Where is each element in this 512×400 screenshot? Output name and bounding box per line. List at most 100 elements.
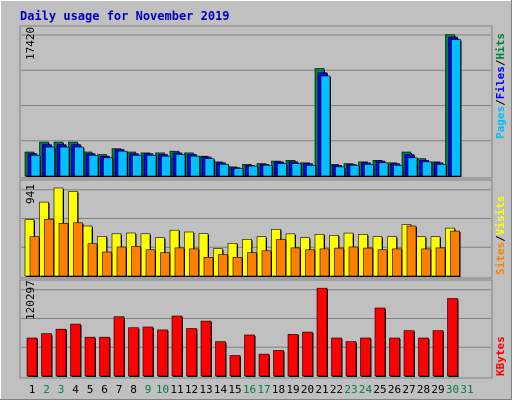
bar-pages-day-26 xyxy=(393,165,403,177)
bar-kbytes-day-14 xyxy=(215,341,226,377)
bar-pages-day-28 xyxy=(422,161,432,177)
bar-sites-day-25 xyxy=(377,249,388,277)
bar-kbytes-day-17 xyxy=(258,353,270,377)
x-tick-label-8: 8 xyxy=(130,383,137,396)
x-tick-label-3: 3 xyxy=(58,383,65,396)
bar-kbytes-day-6 xyxy=(99,336,110,377)
bar-sites-day-2 xyxy=(44,218,54,277)
x-tick-label-6: 6 xyxy=(101,383,108,396)
bar-pages-day-11 xyxy=(175,154,186,177)
legend-slash-2: / xyxy=(494,59,507,66)
bar-pages-day-29 xyxy=(436,164,447,177)
bar-kbytes-day-4 xyxy=(70,323,81,377)
x-tick-label-20: 20 xyxy=(301,383,314,396)
bar-pages-day-18 xyxy=(277,163,287,177)
bar-sites-day-17 xyxy=(261,250,272,277)
bar-kbytes-day-20 xyxy=(302,331,313,377)
legend-visits: Visits xyxy=(494,196,507,236)
legend-visits-sites: Sites/Visits xyxy=(494,196,507,276)
x-tick-label-16: 16 xyxy=(243,383,256,396)
bar-kbytes-day-15 xyxy=(229,355,241,377)
bar-kbytes-day-5 xyxy=(84,336,96,377)
bar-pages-day-13 xyxy=(204,158,215,177)
bar-pages-day-24 xyxy=(364,164,374,177)
bar-pages-day-1 xyxy=(30,155,41,177)
bar-kbytes-day-2 xyxy=(41,333,52,377)
bar-pages-day-5 xyxy=(88,155,99,177)
x-tick-label-2: 2 xyxy=(43,383,50,396)
bar-sites-day-26 xyxy=(392,248,402,277)
x-tick-label-7: 7 xyxy=(116,383,123,396)
bar-kbytes-day-8 xyxy=(128,327,139,377)
x-tick-label-23: 23 xyxy=(344,383,357,396)
ymax-label-hits: 17420 xyxy=(24,27,37,60)
bar-kbytes-day-16 xyxy=(244,334,255,377)
bar-sites-day-14 xyxy=(218,254,228,277)
bar-sites-day-15 xyxy=(232,256,243,277)
bar-sites-day-1 xyxy=(29,236,40,277)
bar-sites-day-23 xyxy=(348,246,359,277)
bar-sites-day-11 xyxy=(174,247,185,277)
legend-sites: Sites xyxy=(494,242,507,275)
bar-kbytes-day-21 xyxy=(316,287,328,377)
x-tick-label-15: 15 xyxy=(228,383,241,396)
bar-sites-day-24 xyxy=(363,247,373,277)
bar-pages-day-2 xyxy=(45,146,55,177)
legend-hits: Hits xyxy=(494,33,507,60)
bar-sites-day-21 xyxy=(319,248,330,277)
bar-kbytes-day-10 xyxy=(157,329,168,377)
bar-sites-day-6 xyxy=(102,251,112,277)
legend-files: Files xyxy=(494,66,507,99)
bar-sites-day-29 xyxy=(435,247,446,277)
bar-pages-day-7 xyxy=(117,150,128,177)
x-tick-label-30: 30 xyxy=(446,383,459,396)
bar-pages-day-15 xyxy=(233,168,244,177)
chart-title: Daily usage for November 2019 xyxy=(20,9,230,23)
bar-sites-day-8 xyxy=(131,246,141,277)
bar-kbytes-day-28 xyxy=(418,337,429,377)
bar-sites-day-28 xyxy=(421,248,431,277)
bar-pages-day-14 xyxy=(219,164,229,177)
bar-pages-day-17 xyxy=(262,165,273,177)
x-tick-label-31: 31 xyxy=(460,383,473,396)
bar-kbytes-day-9 xyxy=(142,326,154,377)
bar-sites-day-16 xyxy=(247,252,257,277)
x-tick-label-17: 17 xyxy=(257,383,270,396)
x-tick-label-10: 10 xyxy=(156,383,169,396)
bar-kbytes-day-18 xyxy=(273,350,284,377)
bar-kbytes-day-13 xyxy=(200,320,212,377)
bar-pages-day-30 xyxy=(451,39,461,177)
bar-pages-day-23 xyxy=(349,165,360,177)
bar-pages-day-27 xyxy=(407,157,418,177)
bar-sites-day-5 xyxy=(87,243,98,277)
bar-sites-day-12 xyxy=(189,248,199,277)
bar-sites-day-18 xyxy=(276,239,286,277)
bar-kbytes-day-3 xyxy=(55,328,67,377)
bar-sites-day-10 xyxy=(160,252,170,277)
bar-sites-day-20 xyxy=(305,249,315,277)
bar-pages-day-21 xyxy=(320,75,331,177)
x-tick-label-1: 1 xyxy=(29,383,36,396)
x-tick-label-19: 19 xyxy=(286,383,299,396)
legend-kbytes: KBytes xyxy=(494,336,507,376)
x-tick-label-27: 27 xyxy=(402,383,415,396)
bar-kbytes-day-27 xyxy=(403,330,415,377)
bar-sites-day-3 xyxy=(58,223,69,277)
bar-kbytes-day-7 xyxy=(113,316,125,377)
x-tick-label-29: 29 xyxy=(431,383,444,396)
x-tick-label-26: 26 xyxy=(388,383,401,396)
bar-kbytes-day-1 xyxy=(26,337,38,377)
bar-pages-day-20 xyxy=(306,165,316,177)
bar-pages-day-25 xyxy=(378,162,389,177)
bar-kbytes-day-12 xyxy=(186,328,197,377)
bar-kbytes-day-19 xyxy=(287,333,299,377)
bar-kbytes-day-29 xyxy=(432,330,444,377)
x-tick-label-14: 14 xyxy=(214,383,228,396)
bar-kbytes-day-30 xyxy=(447,298,458,377)
legend-hits-files-pages: Pages/Files/Hits xyxy=(494,33,507,139)
bar-kbytes-day-25 xyxy=(374,307,386,377)
legend-slash-1: / xyxy=(494,99,507,106)
bar-kbytes-day-11 xyxy=(171,315,183,377)
bar-pages-day-16 xyxy=(248,165,258,177)
